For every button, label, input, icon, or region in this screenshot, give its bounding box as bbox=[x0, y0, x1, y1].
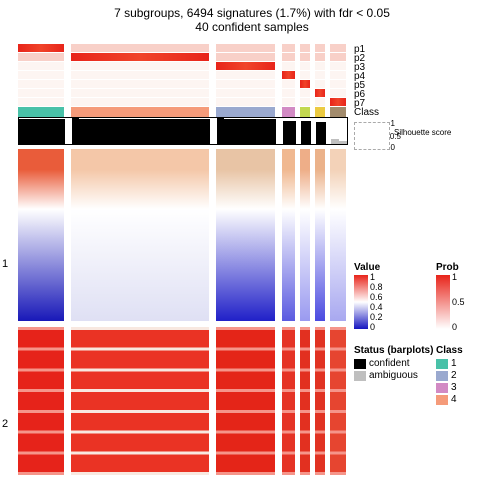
prob-track-p4 bbox=[71, 71, 210, 79]
prob-track-p6 bbox=[300, 89, 310, 97]
prob-track-p1 bbox=[330, 44, 347, 52]
plot-subtitle: 40 confident samples bbox=[0, 20, 504, 34]
silhouette-label: Silhouette score bbox=[394, 128, 451, 137]
prob-track-p6 bbox=[330, 89, 347, 97]
class-label: Class bbox=[354, 107, 379, 118]
prob-track-p3 bbox=[216, 62, 275, 70]
prob-track-p1 bbox=[300, 44, 310, 52]
prob-track-p7 bbox=[282, 98, 295, 106]
status-label: confident bbox=[369, 358, 410, 369]
plot-title: 7 subgroups, 6494 signatures (1.7%) with… bbox=[0, 0, 504, 20]
prob-track-p3 bbox=[330, 62, 347, 70]
heatmap-cluster-2 bbox=[18, 327, 348, 475]
class-band bbox=[71, 107, 210, 117]
class-item: 3 bbox=[436, 382, 463, 393]
class-item: 2 bbox=[436, 370, 463, 381]
prob-track-p5 bbox=[282, 80, 295, 88]
legend-prob: Prob 1 0.5 0 bbox=[436, 262, 459, 329]
prob-track-p4 bbox=[330, 71, 347, 79]
prob-track-p4 bbox=[315, 71, 325, 79]
prob-track-p5 bbox=[315, 80, 325, 88]
status-item: ambiguous bbox=[354, 370, 433, 381]
class-band bbox=[18, 107, 64, 117]
prob-track-p7 bbox=[315, 98, 325, 106]
prob-track-p4 bbox=[216, 71, 275, 79]
prob-track-p5 bbox=[18, 80, 64, 88]
class-swatch bbox=[436, 383, 448, 393]
prob-track-p2 bbox=[330, 53, 347, 61]
prob-track-p6 bbox=[18, 89, 64, 97]
prob-track-p3 bbox=[18, 62, 64, 70]
silhouette-panel bbox=[18, 117, 348, 145]
prob-track-p7 bbox=[216, 98, 275, 106]
prob-track-p7 bbox=[71, 98, 210, 106]
status-swatch bbox=[354, 371, 366, 381]
prob-track-p1 bbox=[315, 44, 325, 52]
prob-track-p7 bbox=[300, 98, 310, 106]
prob-track-p6 bbox=[71, 89, 210, 97]
row-cluster-label-1: 1 bbox=[2, 258, 8, 270]
status-label: ambiguous bbox=[369, 370, 418, 381]
legend-status: Status (barplots) confidentambiguous bbox=[354, 345, 433, 382]
silhouette-axis: 1 0.5 0 bbox=[354, 122, 390, 150]
class-label: 3 bbox=[451, 382, 457, 393]
prob-track-p3 bbox=[71, 62, 210, 70]
row-cluster-label-2: 2 bbox=[2, 418, 8, 430]
prob-track-p1 bbox=[282, 44, 295, 52]
prob-track-p7 bbox=[330, 98, 347, 106]
prob-track-p4 bbox=[282, 71, 295, 79]
class-band bbox=[216, 107, 275, 117]
class-label: 2 bbox=[451, 370, 457, 381]
prob-track-p2 bbox=[282, 53, 295, 61]
prob-track-p5 bbox=[71, 80, 210, 88]
prob-track-p1 bbox=[71, 44, 210, 52]
status-item: confident bbox=[354, 358, 433, 369]
prob-track-p3 bbox=[315, 62, 325, 70]
class-swatch bbox=[436, 395, 448, 405]
class-item: 4 bbox=[436, 394, 463, 405]
prob-track-p1 bbox=[18, 44, 64, 52]
prob-track-p4 bbox=[300, 71, 310, 79]
prob-track-p4 bbox=[18, 71, 64, 79]
class-band bbox=[282, 107, 295, 117]
prob-track-p5 bbox=[216, 80, 275, 88]
class-band bbox=[300, 107, 310, 117]
legend-value: Value 1 0.8 0.6 0.4 0.2 0 bbox=[354, 262, 380, 329]
prob-track-p3 bbox=[282, 62, 295, 70]
class-label: 4 bbox=[451, 394, 457, 405]
prob-track-p2 bbox=[315, 53, 325, 61]
class-label: 1 bbox=[451, 358, 457, 369]
class-item: 1 bbox=[436, 358, 463, 369]
class-band bbox=[315, 107, 325, 117]
prob-track-p2 bbox=[18, 53, 64, 61]
prob-track-p2 bbox=[216, 53, 275, 61]
prob-track-p2 bbox=[300, 53, 310, 61]
prob-track-p2 bbox=[71, 53, 210, 61]
prob-track-p3 bbox=[300, 62, 310, 70]
class-band bbox=[330, 107, 347, 117]
prob-track-p7 bbox=[18, 98, 64, 106]
legend-class: Class 1234 bbox=[436, 345, 463, 406]
prob-track-p5 bbox=[300, 80, 310, 88]
status-swatch bbox=[354, 359, 366, 369]
prob-track-p6 bbox=[216, 89, 275, 97]
heatmap-main bbox=[18, 44, 348, 475]
prob-track-p1 bbox=[216, 44, 275, 52]
prob-track-p5 bbox=[330, 80, 347, 88]
class-swatch bbox=[436, 371, 448, 381]
prob-track-p6 bbox=[282, 89, 295, 97]
prob-track-p6 bbox=[315, 89, 325, 97]
heatmap-cluster-1 bbox=[18, 149, 348, 321]
class-swatch bbox=[436, 359, 448, 369]
